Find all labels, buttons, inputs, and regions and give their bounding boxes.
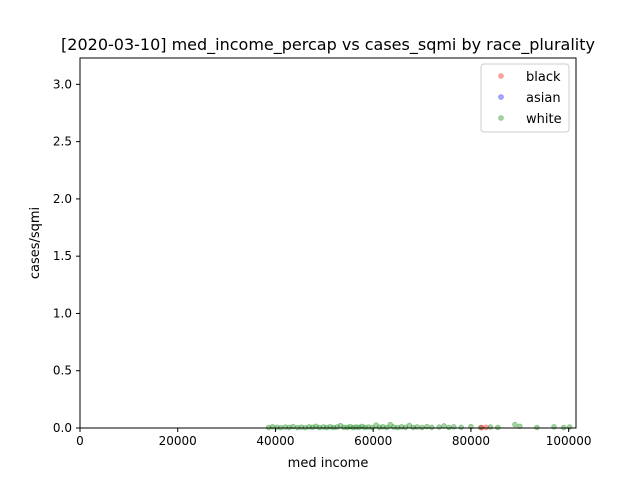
data-point-white: [356, 424, 362, 431]
x-tick-label: 20000: [159, 434, 197, 448]
data-point-white: [384, 424, 390, 431]
data-point-white: [286, 424, 292, 431]
data-point-white: [414, 424, 420, 430]
legend: black asian white: [480, 63, 570, 133]
y-axis-ticks: 0.0 0.5 1.0 1.5 2.0 2.5 3.0: [53, 77, 80, 435]
y-tick-label: 0.5: [53, 364, 72, 378]
data-point-white: [451, 424, 457, 430]
legend-label-white: white: [526, 112, 562, 127]
x-tick-label: 0: [76, 434, 84, 448]
x-axis-label: med income: [288, 456, 369, 471]
data-point-white: [446, 424, 452, 431]
data-point-black: [483, 424, 489, 431]
x-tick-label: 60000: [354, 434, 392, 448]
data-point-white: [436, 424, 442, 430]
data-point-white: [341, 424, 347, 431]
data-point-white: [458, 424, 464, 431]
y-tick-label: 3.0: [53, 77, 72, 91]
y-tick-label: 2.0: [53, 192, 72, 206]
data-point-white: [344, 424, 351, 431]
y-tick-label: 0.0: [53, 421, 72, 435]
data-point-white: [566, 424, 573, 430]
data-point-white: [512, 421, 518, 428]
x-tick-label: 40000: [256, 434, 294, 448]
data-point-white: [402, 424, 409, 431]
data-point-white: [516, 423, 523, 430]
data-point-white: [323, 424, 330, 431]
y-tick-label: 1.5: [53, 249, 72, 263]
data-point-white: [429, 424, 435, 431]
y-axis-label: cases/sqmi: [28, 207, 43, 279]
data-point-white: [313, 423, 319, 430]
data-point-white: [376, 424, 383, 431]
y-tick-label: 1.0: [53, 306, 72, 320]
x-axis-ticks: 0 20000 40000 60000 80000 100000: [76, 428, 592, 448]
data-point-white: [534, 424, 540, 431]
plot-frame: [79, 57, 577, 429]
data-point-white: [495, 424, 501, 431]
legend-label-asian: asian: [526, 91, 561, 106]
data-point-white: [387, 421, 394, 428]
data-point-white: [410, 424, 417, 431]
data-point-white: [309, 424, 316, 431]
legend-box: [480, 63, 570, 133]
data-point-white: [551, 424, 557, 430]
legend-marker-white: [498, 115, 504, 121]
legend-label-black: black: [526, 70, 561, 85]
x-tick-label: 100000: [546, 434, 592, 448]
y-tick-label: 2.5: [53, 135, 72, 149]
data-point-white: [362, 424, 368, 431]
legend-marker-black: [498, 73, 504, 79]
chart-title: [2020-03-10] med_income_percap vs cases_…: [61, 35, 595, 55]
legend-marker-asian: [498, 94, 504, 100]
x-tick-label: 80000: [452, 434, 490, 448]
